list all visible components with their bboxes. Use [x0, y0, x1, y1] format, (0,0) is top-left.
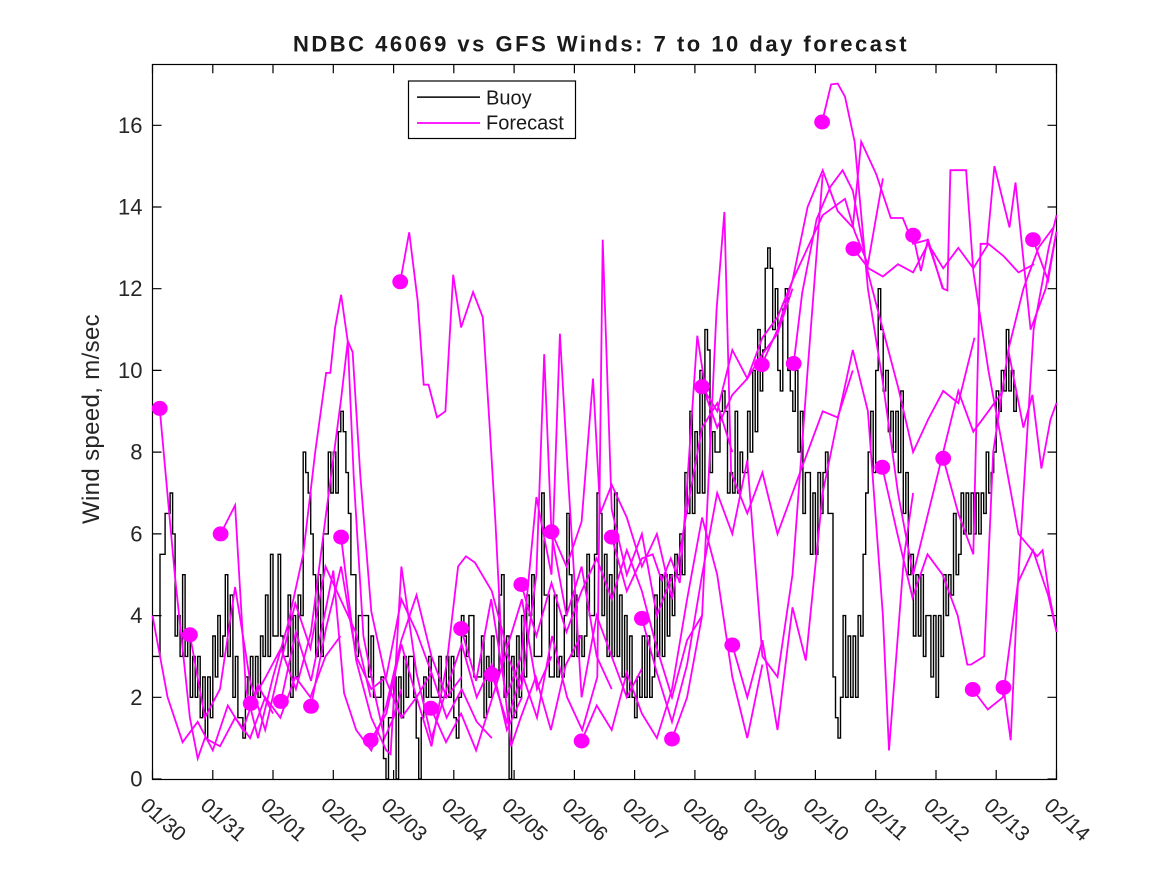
svg-text:Wind speed, m/sec: Wind speed, m/sec	[78, 314, 105, 524]
svg-text:2: 2	[130, 685, 142, 710]
svg-text:14: 14	[118, 195, 142, 220]
svg-text:10: 10	[118, 358, 142, 383]
svg-text:8: 8	[130, 440, 142, 465]
svg-text:Forecast: Forecast	[486, 113, 564, 135]
svg-text:4: 4	[130, 603, 142, 628]
svg-text:0: 0	[130, 767, 142, 792]
svg-text:NDBC 46069 vs GFS Winds: 7 to: NDBC 46069 vs GFS Winds: 7 to 10 day for…	[293, 32, 909, 57]
svg-text:Buoy: Buoy	[486, 88, 532, 110]
svg-text:6: 6	[130, 521, 142, 546]
svg-text:12: 12	[118, 276, 142, 301]
svg-text:16: 16	[118, 113, 142, 138]
